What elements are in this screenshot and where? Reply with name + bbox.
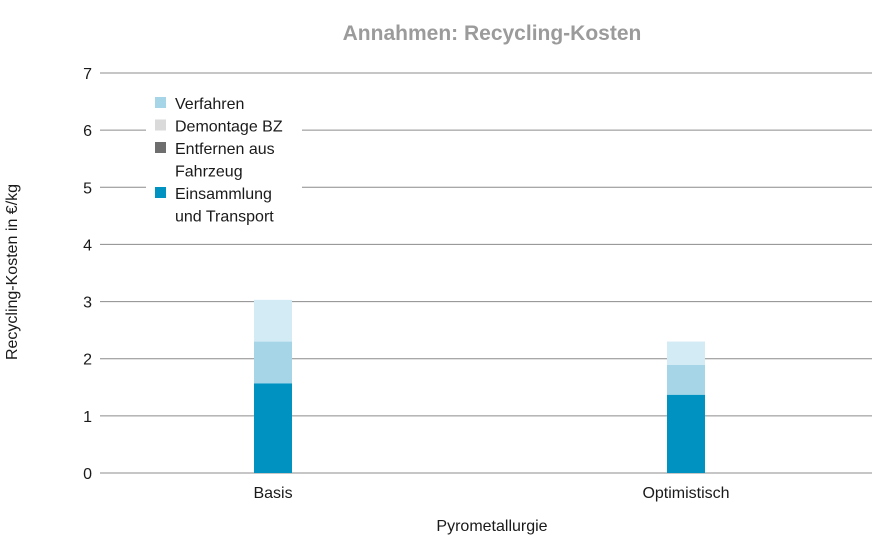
y-tick-label: 2 [83, 352, 92, 369]
bar-segment-top [667, 341, 705, 365]
y-tick-label: 1 [83, 409, 92, 426]
legend-swatch [155, 97, 166, 108]
legend-label: Entfernen aus [175, 141, 275, 158]
bar-segment [667, 394, 705, 473]
legend-label: Einsammlung [175, 186, 272, 203]
legend-label: Verfahren [175, 96, 244, 113]
bars [254, 299, 705, 473]
legend-swatch [155, 119, 166, 131]
y-axis-label: Recycling-Kosten in €/kg [4, 184, 21, 360]
y-tick-label: 7 [83, 66, 92, 83]
y-tick-label: 5 [83, 180, 92, 197]
legend-swatch [155, 142, 166, 153]
x-tick-label: Optimistisch [642, 485, 729, 502]
y-tick-label: 4 [83, 237, 92, 254]
y-tick-labels: 0 1 2 3 4 5 6 7 [83, 66, 92, 483]
x-tick-label: Basis [253, 485, 292, 502]
legend-label: Fahrzeug [175, 164, 243, 181]
legend-label: Demontage BZ [175, 119, 283, 136]
legend-label: und Transport [175, 209, 274, 226]
chart-title: Annahmen: Recycling-Kosten [343, 22, 642, 45]
legend-swatch [155, 187, 166, 198]
y-tick-label: 6 [83, 123, 92, 140]
x-tick-labels: Basis Optimistisch [253, 485, 729, 502]
bar-segment [667, 365, 705, 395]
y-tick-label: 3 [83, 295, 92, 312]
bar-segment [254, 341, 292, 384]
bar-segment [254, 383, 292, 473]
bar-segment-top [254, 299, 292, 342]
legend-background [146, 86, 302, 230]
x-axis-label: Pyrometallurgie [436, 518, 547, 535]
y-tick-label: 0 [83, 466, 92, 483]
legend: Verfahren Demontage BZ Entfernen aus Fahrze… [146, 86, 302, 230]
